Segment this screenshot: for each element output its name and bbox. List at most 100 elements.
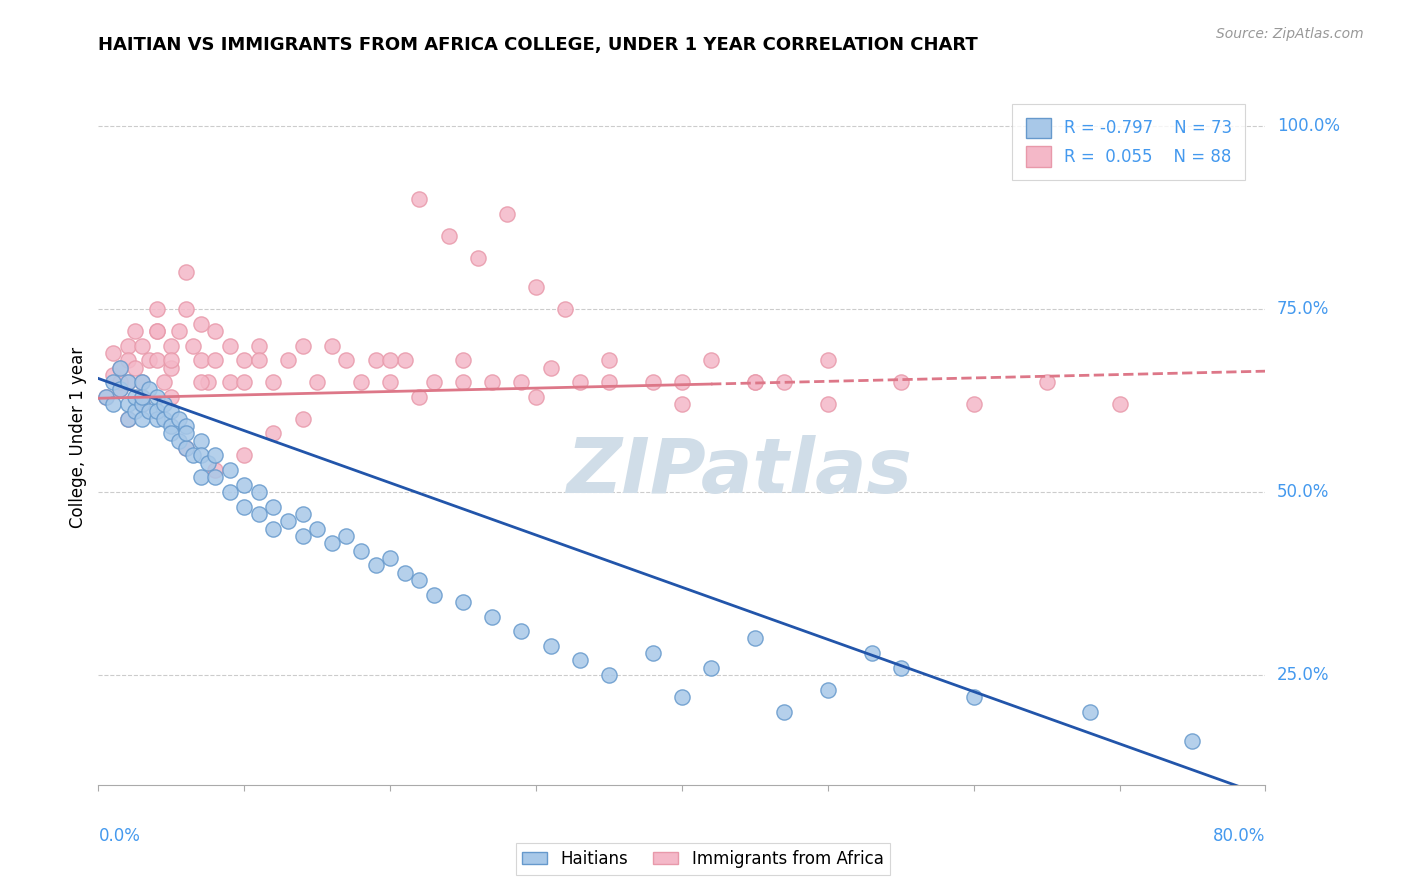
Point: [117, 338, 139, 352]
Point: [247, 485, 270, 500]
Point: [451, 353, 474, 368]
Text: 75.0%: 75.0%: [1277, 300, 1330, 318]
Point: [204, 353, 226, 368]
Point: [131, 390, 153, 404]
Point: [394, 566, 416, 580]
Point: [204, 463, 226, 477]
Point: [1108, 397, 1130, 411]
Point: [131, 397, 153, 411]
Point: [262, 500, 284, 514]
Point: [153, 397, 176, 411]
Point: [138, 404, 160, 418]
Point: [860, 646, 883, 660]
Point: [495, 207, 517, 221]
Point: [218, 375, 240, 389]
Point: [167, 434, 190, 448]
Point: [190, 375, 212, 389]
Point: [568, 653, 591, 667]
Point: [423, 375, 446, 389]
Point: [423, 588, 446, 602]
Point: [700, 661, 723, 675]
Point: [110, 375, 132, 389]
Point: [233, 353, 256, 368]
Point: [598, 375, 620, 389]
Point: [540, 639, 562, 653]
Point: [117, 411, 139, 425]
Point: [890, 661, 912, 675]
Point: [307, 375, 329, 389]
Point: [378, 375, 402, 389]
Point: [94, 390, 117, 404]
Point: [117, 353, 139, 368]
Point: [291, 338, 314, 352]
Point: [160, 426, 183, 441]
Point: [773, 705, 796, 719]
Point: [124, 324, 146, 338]
Point: [700, 353, 723, 368]
Point: [451, 375, 474, 389]
Point: [110, 383, 132, 397]
Point: [131, 338, 153, 352]
Point: [153, 375, 176, 389]
Point: [153, 411, 176, 425]
Point: [598, 353, 620, 368]
Point: [190, 449, 212, 463]
Point: [364, 558, 387, 573]
Point: [190, 317, 212, 331]
Point: [131, 411, 153, 425]
Point: [247, 507, 270, 521]
Point: [1080, 705, 1102, 719]
Point: [890, 375, 912, 389]
Point: [1035, 375, 1057, 389]
Point: [146, 353, 169, 368]
Text: 25.0%: 25.0%: [1277, 666, 1330, 684]
Point: [101, 346, 124, 360]
Point: [218, 338, 240, 352]
Point: [233, 477, 256, 491]
Point: [146, 301, 169, 316]
Point: [817, 353, 839, 368]
Point: [167, 411, 190, 425]
Point: [744, 632, 766, 646]
Point: [181, 449, 204, 463]
Point: [350, 543, 373, 558]
Point: [131, 397, 153, 411]
Point: [160, 353, 183, 368]
Point: [138, 383, 160, 397]
Point: [247, 353, 270, 368]
Point: [174, 419, 197, 434]
Point: [160, 390, 183, 404]
Text: HAITIAN VS IMMIGRANTS FROM AFRICA COLLEGE, UNDER 1 YEAR CORRELATION CHART: HAITIAN VS IMMIGRANTS FROM AFRICA COLLEG…: [98, 36, 979, 54]
Point: [124, 404, 146, 418]
Point: [408, 390, 430, 404]
Text: 50.0%: 50.0%: [1277, 483, 1330, 501]
Point: [291, 529, 314, 543]
Point: [451, 595, 474, 609]
Point: [437, 228, 460, 243]
Point: [962, 397, 984, 411]
Point: [335, 529, 357, 543]
Point: [204, 324, 226, 338]
Point: [204, 470, 226, 484]
Point: [146, 411, 169, 425]
Point: [160, 360, 183, 375]
Point: [247, 338, 270, 352]
Point: [817, 682, 839, 697]
Point: [124, 360, 146, 375]
Point: [146, 390, 169, 404]
Point: [138, 353, 160, 368]
Point: [174, 441, 197, 455]
Point: [962, 690, 984, 704]
Point: [174, 265, 197, 279]
Point: [510, 624, 533, 639]
Text: ZIPatlas: ZIPatlas: [567, 435, 914, 508]
Point: [160, 338, 183, 352]
Text: 100.0%: 100.0%: [1277, 117, 1340, 135]
Point: [94, 390, 117, 404]
Point: [291, 411, 314, 425]
Point: [408, 573, 430, 587]
Point: [568, 375, 591, 389]
Point: [190, 470, 212, 484]
Point: [510, 375, 533, 389]
Point: [277, 353, 299, 368]
